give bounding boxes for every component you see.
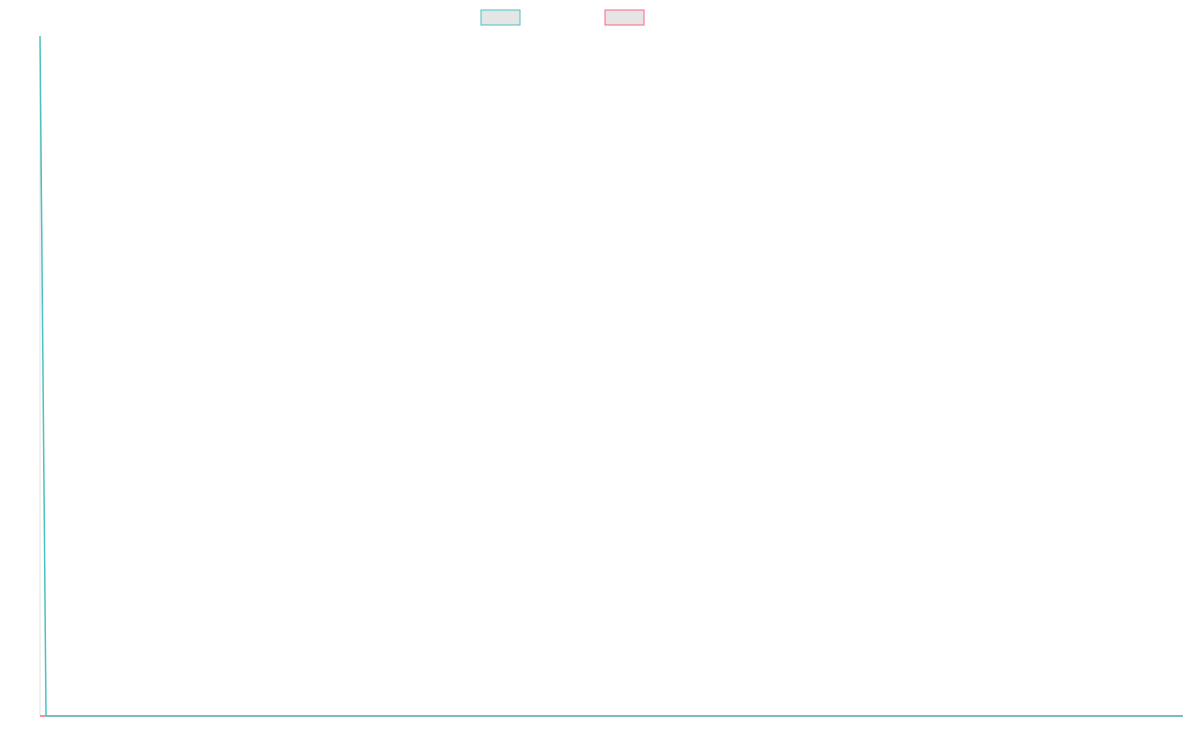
legend-swatch-2[interactable]: [604, 9, 645, 26]
series-layer: [39, 35, 1183, 717]
series-line-1: [39, 35, 1183, 717]
legend-swatch-1[interactable]: [480, 9, 521, 26]
legend: [480, 9, 645, 26]
